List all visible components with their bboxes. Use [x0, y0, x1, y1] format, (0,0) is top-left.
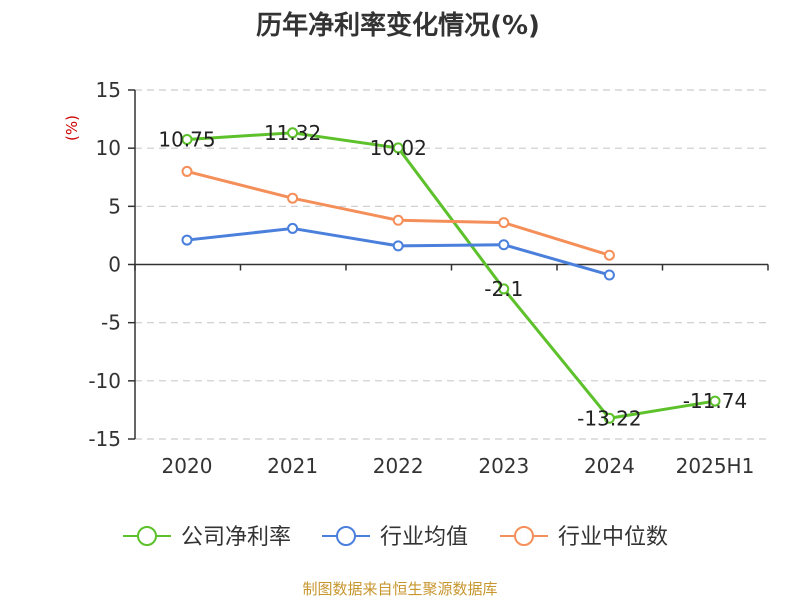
data-point: [498, 217, 510, 229]
chart-title: 历年净利率变化情况(%): [256, 10, 540, 41]
x-tick-label: 2024: [584, 454, 635, 478]
x-tick-label: 2022: [373, 454, 424, 478]
legend-item: 公司净利率: [123, 525, 291, 550]
series-2: [181, 222, 615, 281]
data-label: -11.74: [683, 389, 747, 413]
data-point: [287, 222, 299, 234]
y-tick-label: -10: [88, 369, 121, 393]
data-point: [392, 240, 404, 252]
axes: [128, 89, 769, 440]
data-point: [603, 412, 615, 424]
y-tick-label: 5: [108, 194, 121, 218]
data-point: [498, 239, 510, 251]
x-tick-label: 2020: [162, 454, 213, 478]
series-lines: [181, 127, 721, 424]
y-tick-label: 10: [96, 136, 121, 160]
x-tick-label: 2025H1: [676, 454, 755, 478]
legend-marker: [514, 526, 534, 546]
x-tick-labels: 2020 2021 2022 2023 2024 2025H1: [162, 454, 755, 478]
data-point: [392, 142, 404, 154]
y-axis-unit: (%): [63, 115, 81, 141]
legend-label: 公司净利率: [181, 525, 291, 550]
legend-item: 行业中位数: [500, 525, 668, 550]
data-point: [603, 269, 615, 281]
y-tick-label: 15: [96, 78, 121, 102]
data-point: [287, 192, 299, 204]
y-tick-label: -15: [88, 427, 121, 451]
legend-label: 行业中位数: [558, 525, 668, 550]
data-point: [181, 133, 193, 145]
legend-marker: [137, 526, 157, 546]
legend-label: 行业均值: [380, 525, 468, 550]
legend-marker: [336, 526, 356, 546]
data-point: [603, 249, 615, 261]
data-point: [498, 283, 510, 295]
y-tick-label: 0: [108, 253, 121, 277]
data-labels: 10.75 11.32 10.02 -2.1 -13.22 -11.74: [158, 121, 747, 430]
series-1: [181, 127, 721, 424]
legend: 公司净利率 行业均值 行业中位数: [123, 525, 668, 550]
data-label: -13.22: [577, 406, 641, 430]
data-label: 11.32: [264, 121, 321, 145]
data-point: [181, 165, 193, 177]
source-note: 制图数据来自恒生聚源数据库: [302, 580, 497, 598]
series-line: [186, 131, 716, 420]
data-point: [181, 234, 193, 246]
data-point: [392, 214, 404, 226]
y-tick-labels: 15 10 5 0 -5 -10 -15: [88, 78, 121, 451]
grid-lines: [135, 89, 768, 440]
data-label: -2.1: [484, 277, 523, 301]
x-tick-label: 2023: [478, 454, 529, 478]
data-label: 10.75: [158, 127, 215, 151]
x-tick-label: 2021: [267, 454, 318, 478]
legend-item: 行业均值: [322, 525, 468, 550]
series-3: [181, 165, 615, 261]
y-tick-label: -5: [101, 311, 121, 335]
data-label: 10.02: [370, 136, 427, 160]
data-point: [287, 127, 299, 139]
data-point: [709, 395, 721, 407]
